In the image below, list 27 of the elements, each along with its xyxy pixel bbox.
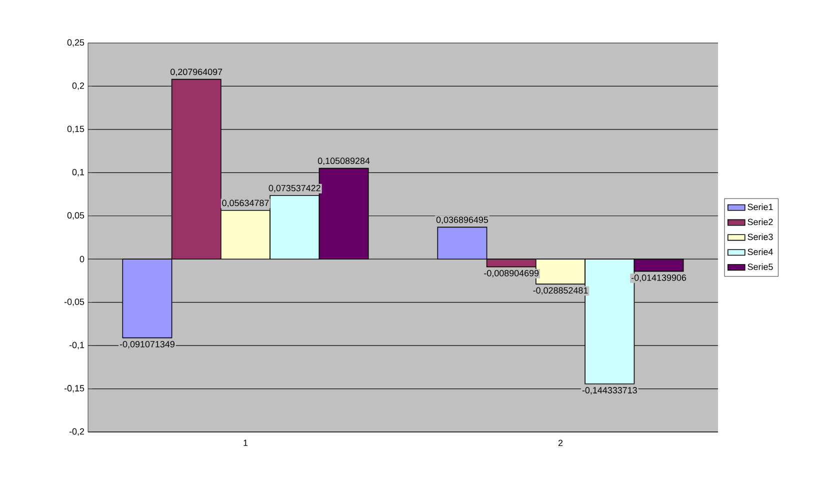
legend-label: Serie3 (748, 233, 773, 240)
legend-label: Serie4 (748, 248, 773, 256)
data-label: -0,014139906 (632, 274, 686, 282)
data-label: 0,073537422 (268, 184, 320, 192)
y-tick-label: 0,25 (67, 39, 84, 47)
x-tick-label: 2 (558, 440, 563, 446)
y-tick-label: 0,15 (67, 126, 84, 134)
legend-label: Serie5 (748, 263, 773, 270)
legend-label: Serie2 (748, 218, 773, 226)
y-tick-label: -0,05 (64, 298, 84, 306)
y-tick-label: 0 (80, 256, 84, 262)
x-tick-label: 1 (244, 440, 248, 446)
data-label: 0,105089284 (318, 158, 370, 166)
y-tick-label: -0,15 (64, 385, 84, 392)
y-tick-label: 0,05 (67, 212, 84, 220)
y-tick-label: 0,1 (72, 168, 84, 176)
data-label: -0,028852481 (533, 287, 588, 295)
data-label: 0,036896495 (436, 216, 488, 224)
y-tick-label: 0,2 (72, 82, 84, 90)
legend-label: Serie1 (748, 204, 773, 210)
data-label: -0,091071349 (120, 341, 174, 348)
data-label: -0,008904699 (484, 270, 539, 278)
y-tick-label: -0,2 (69, 428, 84, 436)
data-label: 0,207964097 (170, 68, 222, 76)
data-label: -0,144333713 (582, 387, 637, 394)
y-tick-label: -0,1 (69, 342, 84, 350)
data-label: 0,05634787 (222, 200, 269, 208)
